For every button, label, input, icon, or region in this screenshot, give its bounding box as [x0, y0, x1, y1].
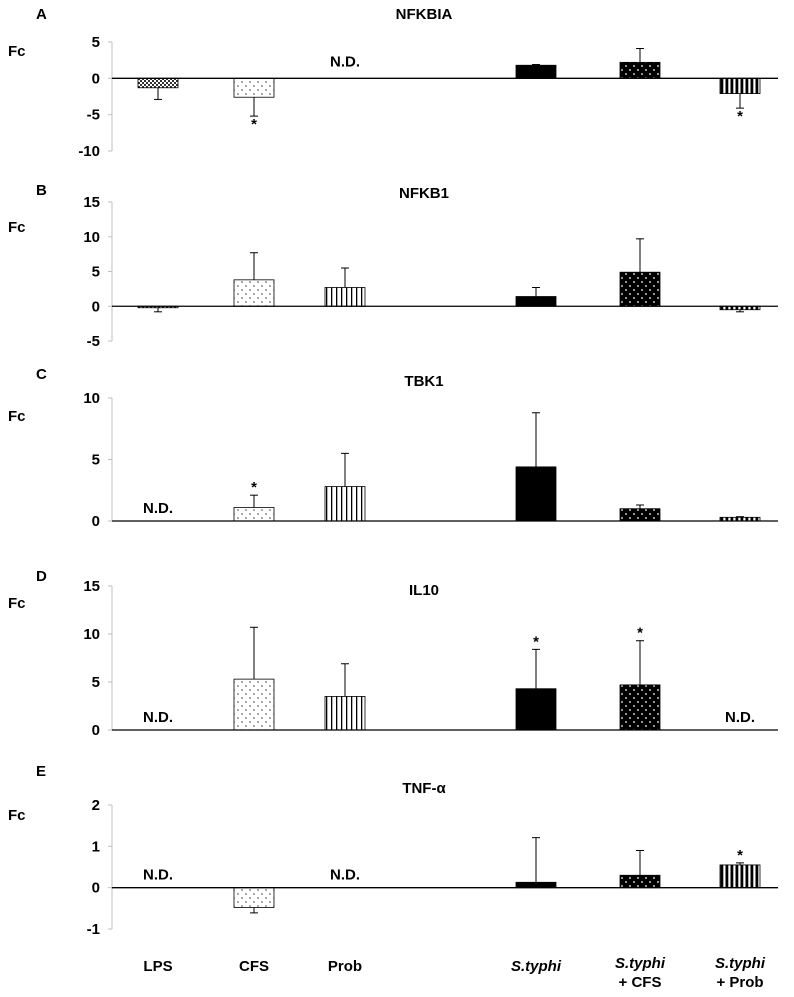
y-tick-label: 2 [92, 797, 100, 814]
bar [515, 688, 557, 731]
panel-letter: D [36, 568, 47, 585]
y-axis-label: Fc [8, 595, 26, 612]
panel-e: E TNF-α Fc 2 1 0 -1 * N.D. N.D. [8, 763, 778, 938]
y-tick-label: 0 [92, 880, 100, 897]
panel-d: D IL10 Fc 15 10 5 0 * * N.D. N.D. [8, 568, 778, 739]
bar [515, 466, 557, 522]
significance-star: * [533, 633, 539, 650]
panel-a: A NFKBIA Fc 5 0 -5 -10 * * N.D. [8, 6, 778, 160]
y-axis-label: Fc [8, 807, 26, 824]
significance-star: * [737, 847, 743, 864]
not-detected-label: N.D. [330, 53, 360, 70]
bar [719, 864, 761, 889]
y-axis-label: Fc [8, 408, 26, 425]
panel-letter: C [36, 366, 47, 383]
category-label: LPS [143, 958, 172, 975]
y-tick-label: 0 [92, 513, 100, 530]
bar [515, 881, 557, 889]
y-axis-label: Fc [8, 43, 26, 60]
bar [515, 296, 557, 307]
significance-star: * [737, 108, 743, 125]
panel-b: B NFKB1 Fc 15 10 5 0 -5 [8, 182, 778, 350]
category-labels: LPS CFS Prob S.typhi S.typhi + CFS S.typhi + Pr… [143, 955, 765, 991]
significance-star: * [251, 116, 257, 133]
not-detected-label: N.D. [725, 709, 755, 726]
bar [619, 61, 661, 79]
not-detected-label: N.D. [143, 867, 173, 884]
y-tick-label: 1 [92, 838, 100, 855]
bar [515, 64, 557, 79]
y-tick-label: 0 [92, 298, 100, 315]
panel-letter: E [36, 763, 46, 780]
panel-title: NFKB1 [399, 185, 449, 202]
significance-star: * [637, 625, 643, 642]
bar [619, 271, 661, 307]
category-label: S.typhi + CFS [615, 955, 666, 991]
panel-title: TNF-α [402, 780, 446, 797]
category-label: Prob [328, 958, 362, 975]
y-tick-label: 0 [92, 722, 100, 739]
bar [324, 696, 366, 731]
not-detected-label: N.D. [330, 867, 360, 884]
bar [619, 508, 661, 522]
y-axis-label: Fc [8, 219, 26, 236]
panel-title: TBK1 [404, 373, 443, 390]
y-tick-label: 10 [83, 229, 100, 246]
y-tick-label: 5 [92, 452, 100, 469]
bar [233, 77, 275, 98]
y-tick-label: -5 [87, 107, 100, 124]
bar [324, 486, 366, 522]
panel-letter: B [36, 182, 47, 199]
not-detected-label: N.D. [143, 709, 173, 726]
category-label: S.typhi [511, 958, 562, 975]
bar [719, 77, 761, 94]
y-tick-label: 10 [83, 626, 100, 643]
bar [233, 507, 275, 522]
y-tick-label: 10 [83, 390, 100, 407]
y-tick-label: 5 [92, 264, 100, 281]
y-tick-label: 15 [83, 578, 100, 595]
y-tick-label: -10 [78, 143, 100, 160]
panel-c: C TBK1 Fc 10 5 0 * N.D. [8, 366, 778, 530]
y-tick-label: -1 [87, 921, 100, 938]
y-tick-label: 0 [92, 70, 100, 87]
bar [137, 77, 179, 89]
y-tick-label: 5 [92, 674, 100, 691]
bar [324, 287, 366, 307]
y-tick-label: -5 [87, 333, 100, 350]
panel-letter: A [36, 6, 47, 23]
bar [233, 678, 275, 731]
y-tick-label: 15 [83, 194, 100, 211]
bar [233, 887, 275, 908]
bar [619, 684, 661, 731]
significance-star: * [251, 479, 257, 496]
bar [233, 279, 275, 307]
category-label: CFS [239, 958, 269, 975]
panel-title: NFKBIA [396, 6, 453, 23]
bar [619, 874, 661, 889]
not-detected-label: N.D. [143, 500, 173, 517]
category-label: S.typhi + Prob [715, 955, 766, 991]
panel-title: IL10 [409, 582, 439, 599]
y-tick-label: 5 [92, 34, 100, 51]
